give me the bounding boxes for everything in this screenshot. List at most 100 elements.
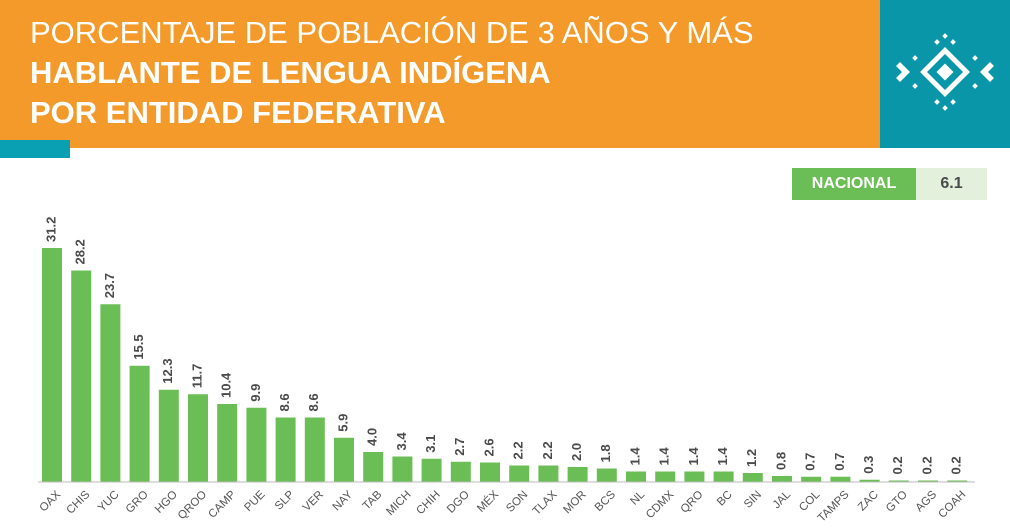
x-tick-label-bc: BC (715, 489, 735, 509)
logo-box (880, 0, 1010, 148)
data-label-mor: 2.0 (569, 443, 584, 461)
bar-chart: 31.2 OAX 28.2 CHIS 23.7 YUC 15.5 GRO 12.3 HGO 11.7… (38, 217, 975, 525)
x-tick-label-dgo: DGO (445, 489, 472, 516)
bar-cdmx (655, 471, 676, 482)
data-label-camp: 10.4 (219, 372, 234, 398)
bar-tab (363, 452, 384, 482)
data-label-son: 2.2 (511, 441, 526, 459)
bar-nl (626, 471, 646, 482)
x-tick-label-zac: ZAC (856, 489, 881, 514)
bar-pue (246, 407, 267, 482)
bar-ags (918, 480, 938, 482)
x-tick-label-méx: MÉX (474, 488, 501, 515)
x-tick-label-jal: JAL (771, 488, 794, 511)
data-label-qroo: 11.7 (189, 364, 204, 389)
data-label-ags: 0.2 (919, 456, 934, 474)
bar-qro (684, 471, 705, 482)
x-tick-label-hgo: HGO (153, 489, 180, 516)
data-label-oax: 31.2 (43, 217, 58, 242)
data-label-dgo: 2.7 (452, 438, 467, 456)
bar-dgo (450, 461, 471, 482)
x-tick-label-ver: VER (301, 489, 326, 514)
data-label-méx: 2.6 (481, 438, 496, 456)
bar-col (801, 476, 822, 482)
data-label-sin: 1.2 (744, 449, 759, 467)
data-label-zac: 0.3 (861, 456, 876, 474)
data-label-nl: 1.4 (627, 447, 642, 466)
x-tick-label-mor: MOR (561, 489, 588, 516)
bar-slp (275, 417, 296, 482)
x-tick-label-pue: PUE (242, 489, 267, 514)
x-tick-label-nl: NL (628, 488, 647, 507)
bar-jal (772, 476, 792, 482)
bar-mor (567, 467, 588, 482)
national-value: 6.1 (916, 168, 987, 200)
data-label-col: 0.7 (803, 453, 818, 471)
data-label-nay: 5.9 (335, 414, 350, 432)
bar-mich (392, 456, 413, 482)
bar-chih (421, 458, 442, 482)
bar-gto (888, 480, 909, 482)
x-tick-label-son: SON (504, 489, 530, 515)
header-banner: PORCENTAJE DE POBLACIÓN DE 3 AÑOS Y MÁS … (0, 0, 880, 148)
x-tick-label-camp: CAMP (206, 489, 238, 521)
bar-coah (947, 480, 968, 482)
bar-sin (742, 473, 763, 482)
x-tick-label-bcs: BCS (593, 489, 618, 514)
x-tick-label-tamps: TAMPS (816, 488, 852, 524)
x-tick-label-yuc: YUC (96, 489, 122, 515)
data-label-gto: 0.2 (890, 456, 905, 474)
x-tick-label-slp: SLP (273, 489, 297, 513)
data-label-chis: 28.2 (73, 239, 88, 264)
x-tick-label-oax: OAX (38, 489, 64, 515)
bar-hgo (158, 389, 179, 482)
data-label-jal: 0.8 (773, 452, 788, 470)
x-tick-label-gto: GTO (884, 489, 910, 515)
x-tick-label-nay: NAY (331, 488, 356, 513)
title-line-3: POR ENTIDAD FEDERATIVA (30, 95, 446, 130)
bar-ver (304, 417, 325, 482)
bar-tamps (830, 476, 851, 482)
data-label-mich: 3.4 (394, 432, 409, 451)
data-label-tamps: 0.7 (832, 453, 847, 471)
data-label-bc: 1.4 (715, 447, 730, 466)
data-label-yuc: 23.7 (102, 273, 117, 298)
data-label-tlax: 2.2 (540, 441, 555, 459)
x-tick-label-chis: CHIS (64, 489, 92, 517)
bar-tlax (538, 465, 559, 482)
bar-oax (42, 248, 62, 482)
bar-gro (129, 365, 150, 482)
bar-yuc (100, 304, 121, 482)
x-tick-label-col: COL (797, 488, 823, 514)
data-label-ver: 8.6 (306, 393, 321, 411)
title-line-2: HABLANTE DE LENGUA INDÍGENA (30, 55, 551, 90)
bar-qroo (188, 394, 208, 482)
bar-méx (480, 462, 500, 482)
data-label-qro: 1.4 (686, 447, 701, 466)
bar-bc (713, 471, 734, 482)
bar-bcs (596, 468, 617, 482)
x-tick-label-qro: QRO (679, 489, 706, 516)
diamond-pattern-icon (896, 33, 994, 111)
x-tick-label-coah: COAH (936, 489, 968, 521)
x-tick-label-mich: MICH (384, 489, 413, 518)
teal-accent-strip (0, 140, 70, 158)
x-tick-label-sin: SIN (742, 489, 764, 511)
data-label-coah: 0.2 (949, 456, 964, 474)
data-label-cdmx: 1.4 (657, 447, 672, 466)
data-label-chih: 3.1 (423, 435, 438, 453)
x-tick-label-ags: AGS (914, 489, 940, 515)
x-tick-label-qroo: QROO (176, 489, 209, 522)
bar-son (509, 465, 530, 482)
bar-zac (859, 479, 880, 482)
x-tick-label-tlax: TLAX (531, 488, 560, 517)
bar-nay (334, 437, 354, 482)
x-tick-label-gro: GRO (124, 489, 151, 516)
x-tick-label-tab: TAB (361, 488, 385, 512)
x-tick-label-cdmx: CDMX (644, 489, 677, 522)
data-label-bcs: 1.8 (598, 444, 613, 462)
national-label: NACIONAL (792, 168, 916, 200)
data-label-pue: 9.9 (248, 384, 263, 402)
bar-camp (217, 404, 238, 482)
bar-chis (71, 270, 92, 482)
